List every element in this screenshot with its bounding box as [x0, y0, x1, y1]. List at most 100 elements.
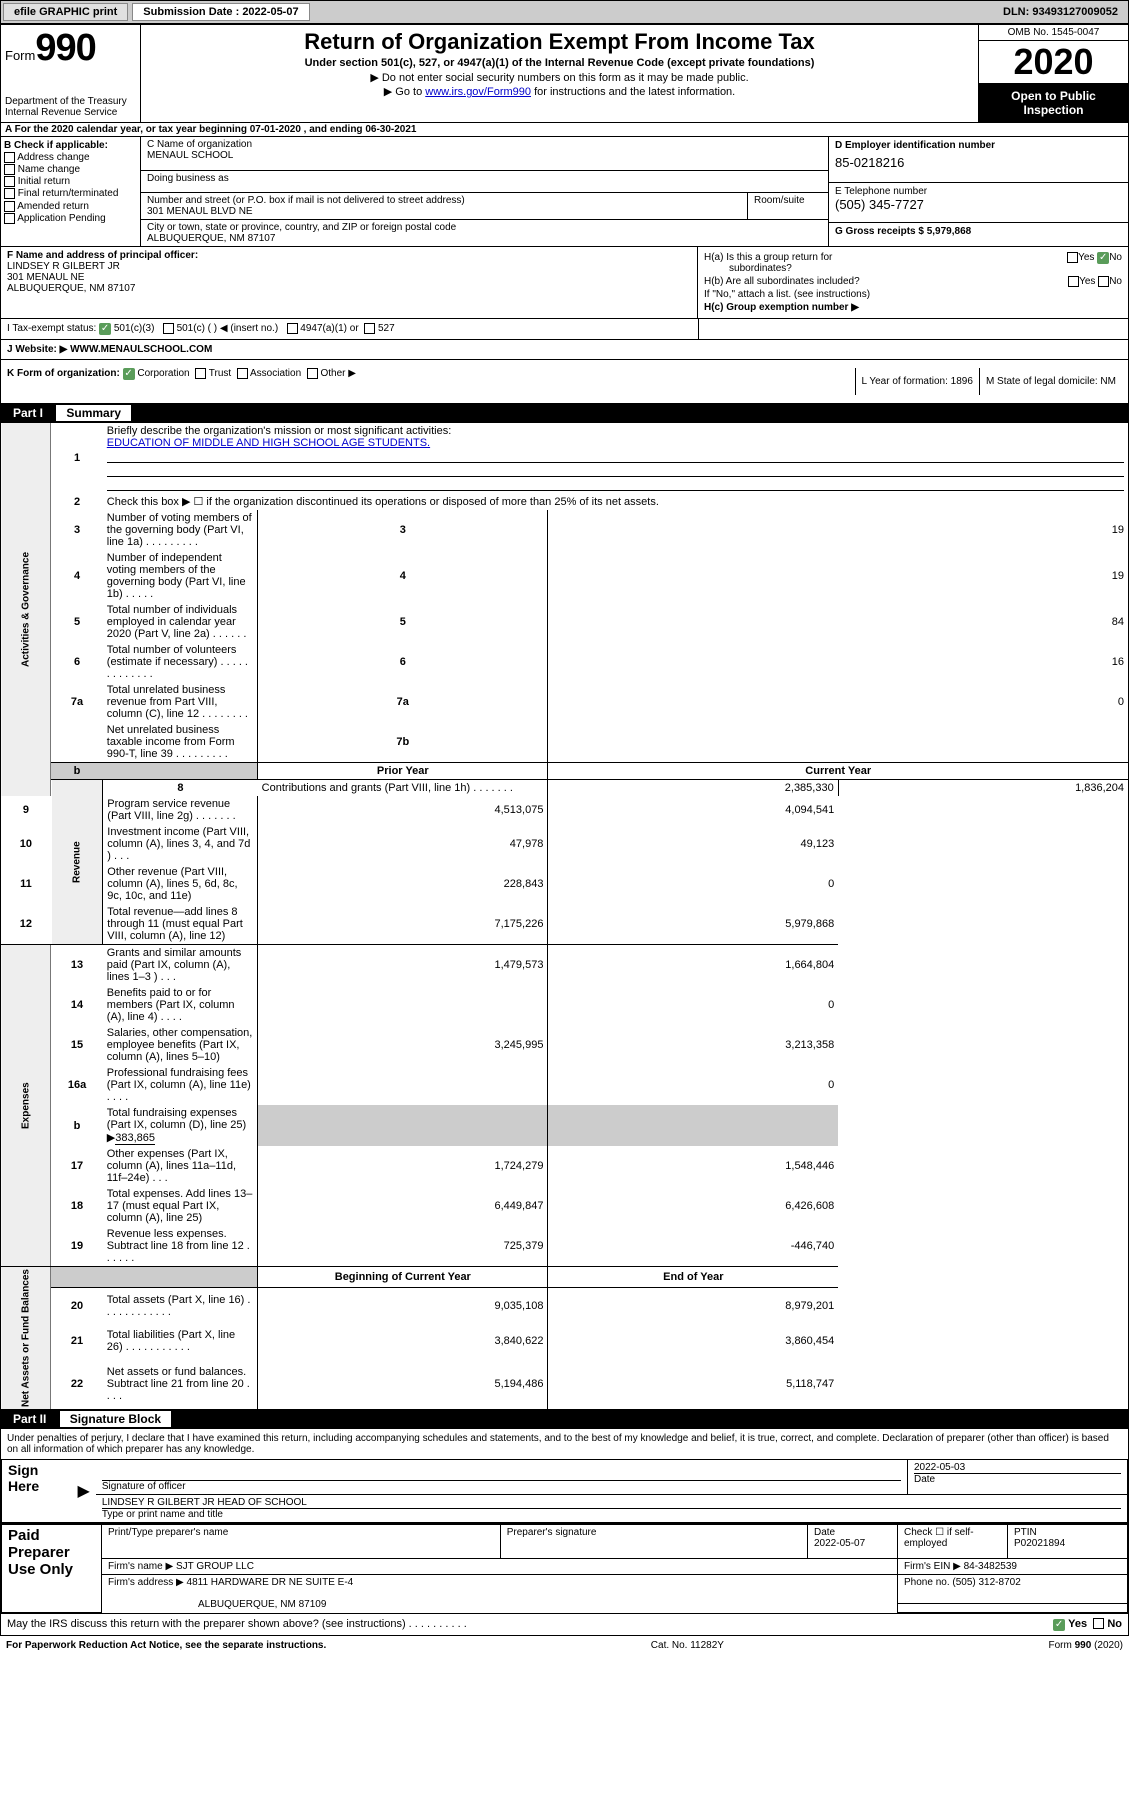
col-beginning: Beginning of Current Year [258, 1267, 548, 1288]
discuss-yes-check[interactable]: ✓ [1053, 1619, 1065, 1631]
city-value: ALBUQUERQUE, NM 87107 [147, 233, 275, 244]
form-of-org: K Form of organization: ✓ Corporation Tr… [1, 360, 849, 403]
row-2-num: 2 [51, 493, 103, 510]
row-13-prior: 1,479,573 [258, 945, 548, 986]
row-a-text: A For the 2020 calendar year, or tax yea… [5, 124, 416, 135]
hb-yes-box[interactable] [1068, 276, 1079, 287]
row-22-current: 5,118,747 [548, 1359, 838, 1410]
other-box[interactable] [307, 368, 318, 379]
firm-address2: ALBUQUERQUE, NM 87109 [108, 1599, 326, 1610]
instructions-link[interactable]: www.irs.gov/Form990 [425, 86, 531, 98]
submission-date-button[interactable]: Submission Date : 2022-05-07 [132, 3, 309, 21]
row-15-desc: Salaries, other compensation, employee b… [103, 1025, 258, 1065]
hb-no: No [1109, 276, 1122, 287]
ha-label: H(a) Is this a group return for [704, 252, 832, 263]
sidelabel-expenses: Expenses [1, 945, 51, 1267]
row-10-current: 49,123 [548, 824, 838, 864]
row-19-prior: 725,379 [258, 1226, 548, 1267]
4947-box[interactable] [287, 323, 298, 334]
sig-officer-label: Signature of officer [102, 1481, 186, 1492]
form-number: 990 [35, 27, 95, 70]
tax-year: 2020 [979, 41, 1128, 84]
ein-label: D Employer identification number [835, 140, 995, 151]
header-center: Return of Organization Exempt From Incom… [141, 25, 978, 122]
row-12-current: 5,979,868 [548, 904, 838, 945]
header-left: Form 990 Department of the Treasury Inte… [1, 25, 141, 122]
assoc-box[interactable] [237, 368, 248, 379]
501c3-check[interactable]: ✓ [99, 323, 111, 335]
row-14-prior [258, 985, 548, 1025]
signature-block: Under penalties of perjury, I declare th… [0, 1429, 1129, 1524]
row-15-current: 3,213,358 [548, 1025, 838, 1065]
trust-box[interactable] [195, 368, 206, 379]
note-ssn: ▶ Do not enter social security numbers o… [145, 71, 974, 84]
section-f-h: F Name and address of principal officer:… [0, 247, 1129, 319]
row-8-desc: Contributions and grants (Part VIII, lin… [258, 780, 548, 797]
f-label: F Name and address of principal officer: [7, 250, 198, 261]
firm-name: Firm's name ▶ SJT GROUP LLC [102, 1559, 898, 1575]
col-current: Current Year [548, 763, 1129, 780]
row-20-desc: Total assets (Part X, line 16) . . . . .… [103, 1288, 258, 1324]
row-15-prior: 3,245,995 [258, 1025, 548, 1065]
corp-check[interactable]: ✓ [123, 368, 135, 380]
row-16b-desc: Total fundraising expenses (Part IX, col… [103, 1105, 258, 1146]
row-17-prior: 1,724,279 [258, 1146, 548, 1186]
dept-label: Department of the Treasury Internal Reve… [5, 96, 136, 118]
firm-ein: Firm's EIN ▶ 84-3482539 [898, 1559, 1128, 1575]
row-18-prior: 6,449,847 [258, 1186, 548, 1226]
form-title: Return of Organization Exempt From Incom… [145, 29, 974, 55]
group-return-box: H(a) Is this a group return for Yes ✓No … [698, 247, 1128, 318]
row-5-desc: Total number of individuals employed in … [103, 602, 258, 642]
row-22-desc: Net assets or fund balances. Subtract li… [103, 1359, 258, 1410]
ha-no-check[interactable]: ✓ [1097, 252, 1109, 264]
row-8-current: 1,836,204 [838, 780, 1128, 797]
row-22-prior: 5,194,486 [258, 1359, 548, 1410]
hc-label: H(c) Group exemption number ▶ [704, 302, 859, 313]
mission-link[interactable]: EDUCATION OF MIDDLE AND HIGH SCHOOL AGE … [107, 437, 430, 449]
row-8-prior: 2,385,330 [548, 780, 838, 797]
other-label: Other ▶ [320, 368, 355, 379]
self-employed-check[interactable]: Check ☐ if self-employed [898, 1525, 1008, 1559]
discuss-row: May the IRS discuss this return with the… [0, 1614, 1129, 1636]
row-10-prior: 47,978 [258, 824, 548, 864]
row-20-prior: 9,035,108 [258, 1288, 548, 1324]
corp-label: Corporation [137, 368, 189, 379]
527-box[interactable] [364, 323, 375, 334]
row-5-val: 84 [548, 602, 1129, 642]
row-16a-current: 0 [548, 1065, 838, 1105]
cb-initial-return[interactable]: Initial return [4, 176, 137, 187]
part-2-header: Part II Signature Block [0, 1410, 1129, 1429]
ha-yes-box[interactable] [1067, 252, 1078, 263]
efile-print-button[interactable]: efile GRAPHIC print [3, 3, 128, 21]
cb-amended-return[interactable]: Amended return [4, 201, 137, 212]
tel-value: (505) 345-7727 [835, 197, 924, 212]
row-11-desc: Other revenue (Part VIII, column (A), li… [103, 864, 258, 904]
website-value: J Website: ▶ WWW.MENAULSCHOOL.COM [7, 344, 212, 355]
form-subtitle: Under section 501(c), 527, or 4947(a)(1)… [145, 57, 974, 69]
row-14-current: 0 [548, 985, 838, 1025]
row-17-desc: Other expenses (Part IX, column (A), lin… [103, 1146, 258, 1186]
cb-address-change[interactable]: Address change [4, 152, 137, 163]
cb-application-pending[interactable]: Application Pending [4, 213, 137, 224]
preparer-name-label: Print/Type preparer's name [102, 1525, 501, 1559]
row-9-current: 4,094,541 [548, 796, 838, 824]
row-a-tax-year: A For the 2020 calendar year, or tax yea… [0, 123, 1129, 137]
col-prior: Prior Year [258, 763, 548, 780]
gross-receipts: G Gross receipts $ 5,979,868 [835, 226, 971, 237]
row-7b-desc: Net unrelated business taxable income fr… [103, 722, 258, 763]
discuss-no-box[interactable] [1093, 1618, 1104, 1629]
h-note: If "No," attach a list. (see instruction… [704, 289, 1122, 300]
row-20-current: 8,979,201 [548, 1288, 838, 1324]
firm-phone: Phone no. (505) 312-8702 [898, 1575, 1128, 1604]
cb-name-change[interactable]: Name change [4, 164, 137, 175]
hb-no-box[interactable] [1098, 276, 1109, 287]
501c-box[interactable] [163, 323, 174, 334]
row-4-desc: Number of independent voting members of … [103, 550, 258, 602]
cb-final-return[interactable]: Final return/terminated [4, 188, 137, 199]
section-k: K Form of organization: ✓ Corporation Tr… [0, 360, 1129, 404]
paid-preparer-label: Paid Preparer Use Only [2, 1525, 102, 1613]
row-9-prior: 4,513,075 [258, 796, 548, 824]
perjury-statement: Under penalties of perjury, I declare th… [1, 1429, 1128, 1459]
part-2-num: Part II [7, 1412, 52, 1426]
org-name-value: MENAUL SCHOOL [147, 150, 233, 161]
